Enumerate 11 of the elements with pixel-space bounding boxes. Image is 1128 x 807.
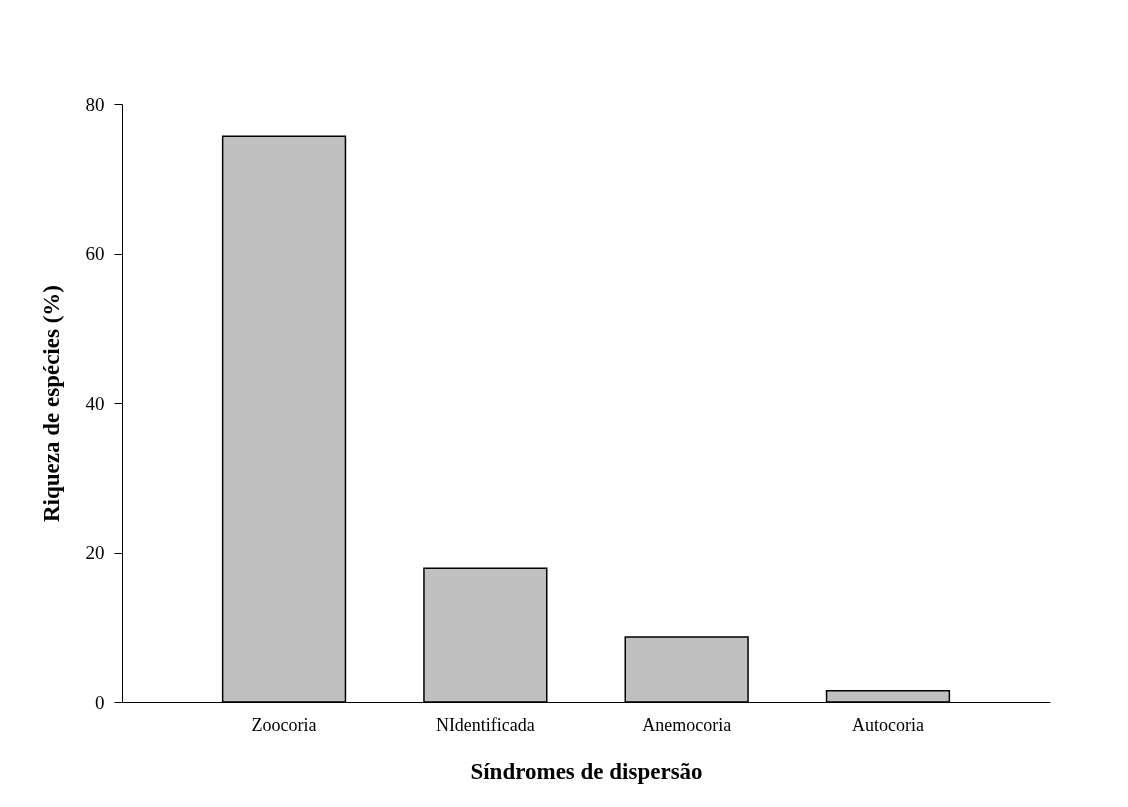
x-axis-title: Síndromes de dispersão: [470, 758, 703, 784]
y-tick-label: 60: [85, 243, 105, 264]
y-tick-label: 0: [95, 691, 105, 713]
x-tick-label: Anemocoria: [642, 714, 732, 735]
x-tick-label: NIdentificada: [435, 714, 535, 735]
y-tick-label: 80: [85, 93, 105, 115]
y-axis-title: Riqueza de espécies (%): [38, 285, 64, 522]
x-tick-label: Autocoria: [851, 714, 924, 735]
y-tick-label: 20: [85, 542, 105, 563]
y-tick-label: 40: [85, 392, 105, 414]
x-tick-label: Zoocoria: [251, 714, 317, 735]
